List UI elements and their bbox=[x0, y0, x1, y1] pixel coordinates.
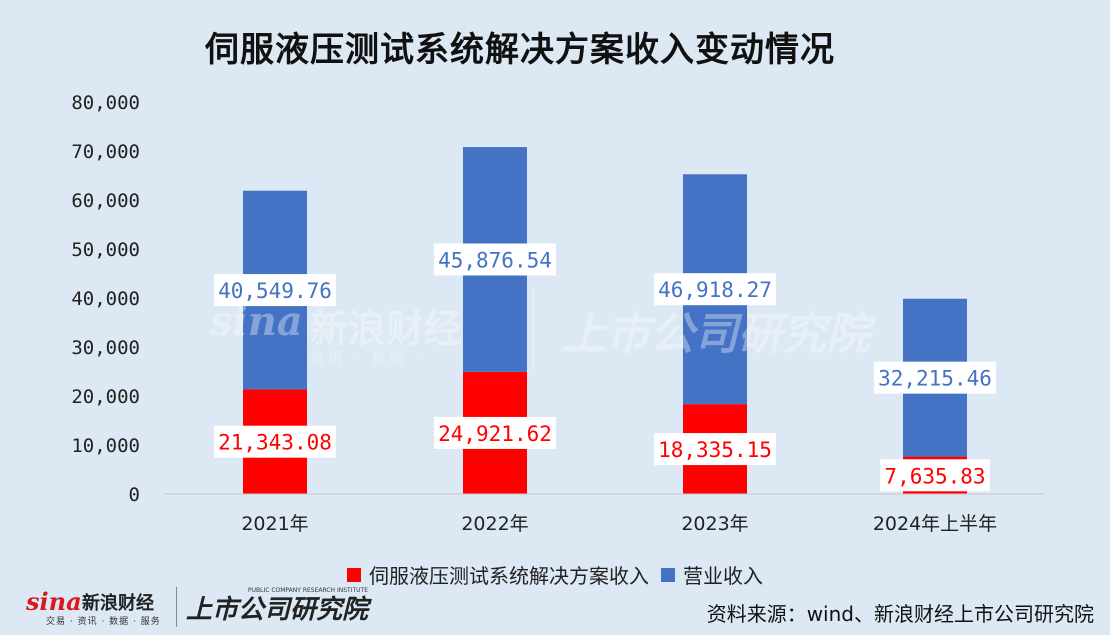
legend-item-operating-revenue: 营业收入 bbox=[661, 560, 763, 589]
y-tick-label: 60,000 bbox=[71, 190, 140, 212]
y-tick-label: 50,000 bbox=[71, 239, 140, 261]
data-label-box bbox=[654, 273, 776, 306]
y-tick-label: 40,000 bbox=[71, 288, 140, 310]
x-tick-label: 2021年 bbox=[241, 513, 308, 535]
data-label-text: 24,921.62 bbox=[438, 422, 552, 446]
data-label-operating-revenue: 40,549.76 bbox=[214, 274, 336, 307]
data-label-text: 7,635.83 bbox=[884, 464, 985, 488]
data-label-text: 46,918.27 bbox=[658, 278, 772, 302]
y-tick-label: 20,000 bbox=[71, 386, 140, 408]
data-label-box bbox=[434, 243, 556, 276]
data-labels: 21,343.08 40,549.76 24,921.62 45,876.54 18,3… bbox=[214, 243, 996, 492]
legend-label-operating-revenue: 营业收入 bbox=[683, 564, 763, 588]
data-label-solution-revenue: 18,335.15 bbox=[654, 433, 776, 466]
data-label-operating-revenue: 45,876.54 bbox=[434, 243, 556, 276]
y-axis: 0 10,000 20,000 30,000 40,000 50,000 60,000 70,… bbox=[71, 92, 140, 506]
bars bbox=[243, 147, 967, 494]
research-institute-logo: 上市公司研究院 bbox=[186, 595, 369, 625]
chart-title: 伺服液压测试系统解决方案收入变动情况 bbox=[205, 30, 835, 70]
data-label-text: 45,876.54 bbox=[438, 248, 552, 272]
logo-divider bbox=[176, 587, 177, 627]
y-tick-label: 70,000 bbox=[71, 141, 140, 163]
footer-logo: sina 新浪财经 交易 · 资讯 · 数据 · 服务 上市公司研究院 PUBL… bbox=[26, 587, 386, 629]
legend: 伺服液压测试系统解决方案收入 营业收入 bbox=[0, 560, 1110, 589]
research-institute-en: PUBLIC COMPANY RESEARCH INSTITUTE bbox=[248, 587, 368, 594]
source-note: 资料来源：wind、新浪财经上市公司研究院 bbox=[706, 602, 1094, 626]
data-label-box bbox=[434, 416, 556, 449]
sina-subtitle: 交易 · 资讯 · 数据 · 服务 bbox=[46, 617, 161, 627]
y-tick-label: 80,000 bbox=[71, 92, 140, 114]
legend-label-solution-revenue: 伺服液压测试系统解决方案收入 bbox=[369, 564, 649, 588]
data-label-box bbox=[880, 459, 990, 492]
data-label-text: 40,549.76 bbox=[218, 279, 332, 303]
x-tick-label: 2023年 bbox=[681, 513, 748, 535]
data-label-box bbox=[874, 361, 996, 394]
x-tick-label: 2024年上半年 bbox=[873, 513, 997, 535]
legend-swatch-blue bbox=[661, 567, 675, 582]
data-label-solution-revenue: 7,635.83 bbox=[880, 459, 990, 492]
bar-chart: 0 10,000 20,000 30,000 40,000 50,000 60,000 70,… bbox=[71, 92, 1045, 535]
data-label-text: 18,335.15 bbox=[658, 438, 772, 462]
data-label-text: 21,343.08 bbox=[218, 431, 332, 455]
data-label-box bbox=[654, 433, 776, 466]
legend-swatch-red bbox=[347, 567, 361, 582]
legend-item-solution-revenue: 伺服液压测试系统解决方案收入 bbox=[347, 560, 649, 589]
data-label-text: 32,215.46 bbox=[878, 367, 992, 391]
data-label-solution-revenue: 21,343.08 bbox=[214, 425, 336, 458]
x-tick-label: 2022年 bbox=[461, 513, 528, 535]
sina-finance-text: 新浪财经 bbox=[82, 593, 154, 614]
data-label-operating-revenue: 32,215.46 bbox=[874, 361, 996, 394]
data-label-solution-revenue: 24,921.62 bbox=[434, 416, 556, 449]
y-tick-label: 10,000 bbox=[71, 435, 140, 457]
data-label-box bbox=[214, 274, 336, 307]
sina-logo: sina bbox=[26, 587, 82, 616]
x-axis: 2021年 2022年 2023年 2024年上半年 bbox=[165, 493, 1045, 535]
y-tick-label: 30,000 bbox=[71, 337, 140, 359]
y-tick-label: 0 bbox=[129, 484, 140, 506]
data-label-operating-revenue: 46,918.27 bbox=[654, 273, 776, 306]
data-label-box bbox=[214, 425, 336, 458]
